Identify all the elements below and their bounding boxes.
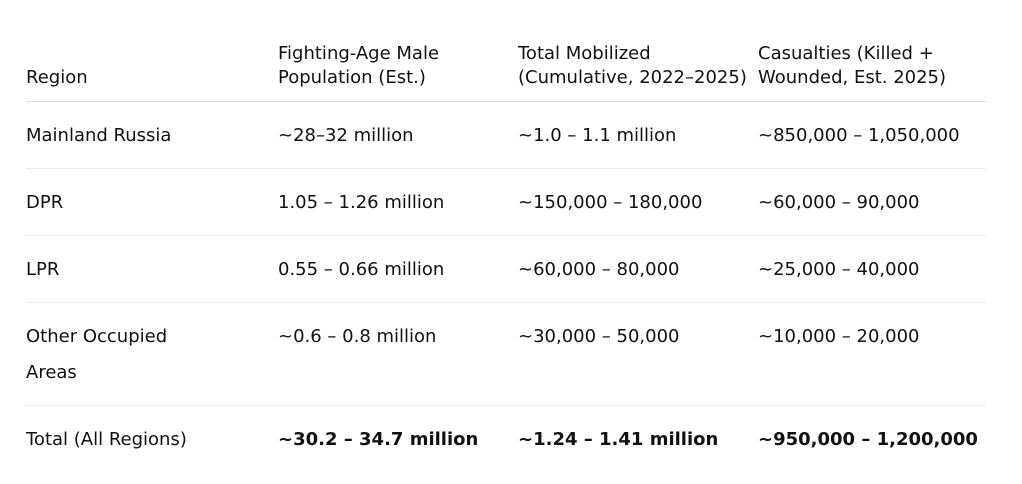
population-cell: ~28–32 million xyxy=(278,125,414,146)
total-region-cell: Total (All Regions) xyxy=(26,429,187,450)
mobilized-cell: ~30,000 – 50,000 xyxy=(518,326,680,347)
casualties-cell: ~850,000 – 1,050,000 xyxy=(758,125,960,146)
mobilized-cell: ~150,000 – 180,000 xyxy=(518,192,703,213)
header-total-mobilized: Total Mobilized (Cumulative, 2022–2025) xyxy=(518,43,747,88)
header-casualties: Casualties (Killed + Wounded, Est. 2025) xyxy=(758,43,947,88)
table-row: LPR 0.55 – 0.66 million ~60,000 – 80,000… xyxy=(26,236,986,303)
region-cell: LPR xyxy=(26,259,60,280)
region-cell: Other Occupied Areas xyxy=(26,326,168,383)
region-cell: DPR xyxy=(26,192,64,213)
table-row: Other Occupied Areas ~0.6 – 0.8 million … xyxy=(26,303,986,406)
population-cell: 1.05 – 1.26 million xyxy=(278,192,445,213)
table-row: DPR 1.05 – 1.26 million ~150,000 – 180,0… xyxy=(26,169,986,236)
total-population-cell: ~30.2 – 34.7 million xyxy=(278,429,479,450)
data-table: Region Fighting-Age Male Population (Est… xyxy=(26,0,986,476)
casualties-cell: ~25,000 – 40,000 xyxy=(758,259,920,280)
population-cell: 0.55 – 0.66 million xyxy=(278,259,445,280)
population-cell: ~0.6 – 0.8 million xyxy=(278,326,437,347)
header-region: Region xyxy=(26,67,88,88)
casualties-cell: ~60,000 – 90,000 xyxy=(758,192,920,213)
mobilized-cell: ~1.0 – 1.1 million xyxy=(518,125,677,146)
region-cell: Mainland Russia xyxy=(26,125,172,146)
table-row: Mainland Russia ~28–32 million ~1.0 – 1.… xyxy=(26,102,986,169)
table-header-row: Region Fighting-Age Male Population (Est… xyxy=(26,0,986,102)
total-mobilized-cell: ~1.24 – 1.41 million xyxy=(518,429,719,450)
mobilized-cell: ~60,000 – 80,000 xyxy=(518,259,680,280)
total-casualties-cell: ~950,000 – 1,200,000 xyxy=(758,429,978,450)
table-total-row: Total (All Regions) ~30.2 – 34.7 million… xyxy=(26,406,986,476)
header-fighting-age-population: Fighting-Age Male Population (Est.) xyxy=(278,43,440,88)
casualties-cell: ~10,000 – 20,000 xyxy=(758,326,920,347)
